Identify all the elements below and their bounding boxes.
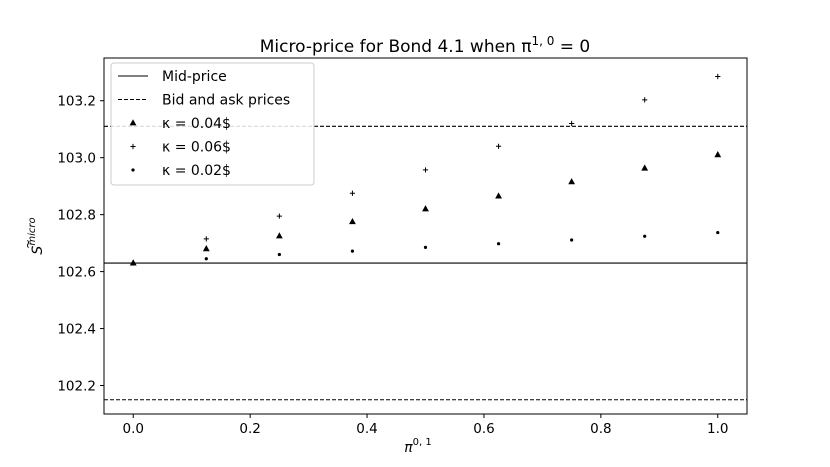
legend-triangle-swatch	[129, 119, 137, 126]
y-tick-label-4: 103.0	[57, 151, 96, 167]
data-point-dot-3	[350, 249, 355, 253]
legend-label-3: κ = 0.06$	[162, 140, 231, 156]
data-point-dot-4	[423, 245, 428, 249]
x-axis: 0.0 0.2 0.4 0.6 0.8 1.0	[122, 414, 729, 437]
data-point-triangle-5	[495, 192, 502, 199]
data-point-triangle-8	[714, 151, 722, 158]
y-axis-label-sup: micro	[27, 217, 38, 245]
legend-dot-swatch	[131, 168, 135, 172]
x-tick-label-3: 0.6	[473, 421, 494, 437]
data-point-plus-5	[495, 143, 502, 149]
chart-title: Micro-price for Bond 4.1 when π1, 0 = 0	[260, 34, 591, 57]
x-tick-label-1: 0.2	[239, 421, 260, 437]
plot-frame	[103, 57, 748, 415]
legend-plus-swatch	[130, 143, 136, 150]
legend: Mid-price Bid and ask prices κ = 0.04$ κ = …	[110, 62, 315, 186]
y-tick-label-1: 102.4	[57, 322, 96, 338]
chart-title-sup: 1, 0	[531, 34, 554, 48]
data-point-dot-5	[496, 242, 501, 246]
data-point-dot-2	[277, 252, 281, 257]
data-point-triangle-4	[422, 205, 429, 212]
x-tick-label-0: 0.0	[122, 421, 143, 437]
y-axis: 102.2 102.4 102.6 102.8 103.0 103.2	[57, 94, 104, 395]
data-point-dot-6	[570, 238, 574, 242]
x-axis-label: π0, 1	[404, 437, 432, 456]
data-point-dot-8	[716, 230, 720, 235]
y-tick-label-0: 102.2	[57, 379, 96, 395]
y-axis-label-tilde: ~	[21, 239, 35, 249]
y-axis-label: Smicro	[27, 217, 46, 254]
legend-label-1: Bid and ask prices	[162, 93, 290, 109]
x-tick-label-5: 1.0	[707, 421, 728, 437]
x-tick-label-4: 0.8	[590, 421, 611, 437]
data-point-plus-8	[715, 73, 721, 80]
data-point-plus-4	[422, 167, 429, 173]
chart-title-suffix: = 0	[554, 37, 590, 57]
data-point-plus-2	[276, 213, 282, 219]
chart-title-main: Micro-price for Bond 4.1 when π	[260, 37, 532, 57]
legend-box	[110, 62, 315, 186]
legend-label-0: Mid-price	[162, 69, 227, 85]
y-tick-label-5: 103.2	[57, 94, 96, 110]
data-point-dot-1	[204, 257, 208, 261]
data-point-triangle-1	[202, 245, 210, 252]
data-point-dot-0	[131, 261, 135, 265]
legend-label-4: κ = 0.02$	[162, 163, 231, 179]
data-point-plus-6	[569, 120, 575, 127]
data-point-dot-7	[643, 234, 647, 238]
y-axis-label-main: S	[30, 246, 46, 255]
data-point-triangle-2	[275, 232, 283, 239]
data-point-triangle-3	[349, 217, 356, 225]
x-axis-label-sup: 0, 1	[413, 437, 432, 448]
data-point-plus-7	[642, 97, 648, 103]
legend-label-2: κ = 0.04$	[162, 116, 231, 132]
y-tick-label-3: 102.8	[57, 208, 96, 224]
x-tick-label-2: 0.4	[356, 421, 377, 437]
y-tick-label-2: 102.6	[57, 265, 96, 281]
data-point-plus-3	[349, 190, 356, 196]
x-axis-label-main: π	[404, 440, 413, 456]
data-point-triangle-6	[568, 178, 576, 185]
data-points	[129, 73, 722, 266]
data-point-triangle-7	[641, 164, 649, 171]
data-point-plus-1	[203, 236, 209, 242]
reference-lines	[104, 125, 747, 401]
